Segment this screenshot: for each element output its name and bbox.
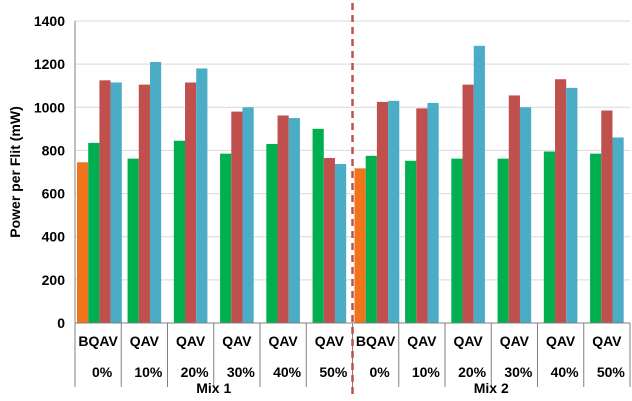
y-tick-label: 600 (42, 186, 66, 202)
x-category-label: QAV (176, 333, 206, 349)
bar-A (462, 84, 474, 323)
x-percent-label: 30% (227, 364, 256, 380)
bar-V (473, 45, 485, 324)
bars (77, 45, 624, 324)
x-category-label: QAV (546, 333, 576, 349)
bar-A (416, 108, 428, 323)
bar-Q (451, 158, 463, 323)
bar-Q (312, 128, 324, 323)
bar-V (388, 100, 400, 323)
x-category-label: QAV (222, 333, 252, 349)
x-percent-label: 0% (92, 364, 113, 380)
bar-Q (405, 160, 417, 323)
x-percent-label: 20% (458, 364, 487, 380)
x-percent-label: 20% (181, 364, 210, 380)
x-category-label: QAV (268, 333, 298, 349)
bar-A (185, 82, 197, 323)
x-category-label: BQAV (356, 333, 396, 349)
bar-V (334, 164, 347, 323)
bar-A (323, 157, 335, 323)
bar-Q (365, 155, 377, 323)
y-tick-label: 0 (57, 315, 65, 331)
x-category-label: QAV (407, 333, 437, 349)
bar-V (427, 102, 439, 323)
x-percent-label: 40% (551, 364, 580, 380)
bar-V (196, 68, 208, 323)
bar-Q (590, 153, 602, 323)
bar-V (566, 87, 578, 323)
bar-A (555, 79, 567, 323)
x-percent-label: 30% (504, 364, 533, 380)
y-tick-label: 200 (42, 272, 66, 288)
bar-B (354, 168, 366, 323)
x-category-label: QAV (315, 333, 345, 349)
bar-Q (497, 158, 509, 323)
y-tick-label: 800 (42, 142, 66, 158)
bar-A (99, 80, 111, 323)
x-percent-label: 50% (597, 364, 626, 380)
bar-V (612, 137, 624, 323)
x-percent-label: 10% (134, 364, 163, 380)
bar-Q (127, 158, 139, 323)
bar-Q (88, 142, 100, 323)
x-category-label: QAV (592, 333, 622, 349)
bar-V (149, 61, 162, 323)
bar-A (508, 95, 520, 324)
bar-Q (173, 140, 186, 323)
bar-V (288, 118, 300, 323)
y-axis-title: Power per Flit (mW) (7, 106, 23, 237)
bar-Q (266, 143, 278, 323)
bar-Q (220, 153, 232, 323)
x-percent-label: 10% (412, 364, 441, 380)
group-label: Mix 1 (196, 380, 231, 396)
bar-V (110, 82, 122, 323)
group-label: Mix 2 (474, 380, 509, 396)
x-category-label: QAV (500, 333, 530, 349)
x-percent-label: 50% (319, 364, 348, 380)
bar-V (519, 107, 532, 324)
y-tick-label: 1400 (34, 13, 65, 29)
bar-A (601, 110, 613, 324)
y-tick-label: 400 (42, 229, 66, 245)
x-category-label: QAV (130, 333, 160, 349)
bar-A (231, 111, 243, 323)
x-percent-label: 40% (273, 364, 302, 380)
bar-V (242, 107, 254, 324)
x-percent-label: 0% (370, 364, 391, 380)
axes (74, 3, 631, 399)
bar-A (376, 101, 389, 324)
bar-B (77, 162, 89, 323)
labels: 0 200 400 600 800 1000 1200 1400 BQAV 0% QAV 10% QAV… (34, 13, 626, 396)
x-category-label: QAV (453, 333, 483, 349)
bar-A (277, 115, 289, 324)
bar-Q (543, 151, 556, 323)
x-category-label: BQAV (78, 333, 118, 349)
bar-A (138, 84, 150, 323)
y-tick-label: 1200 (34, 56, 65, 72)
y-tick-label: 1000 (34, 99, 65, 115)
